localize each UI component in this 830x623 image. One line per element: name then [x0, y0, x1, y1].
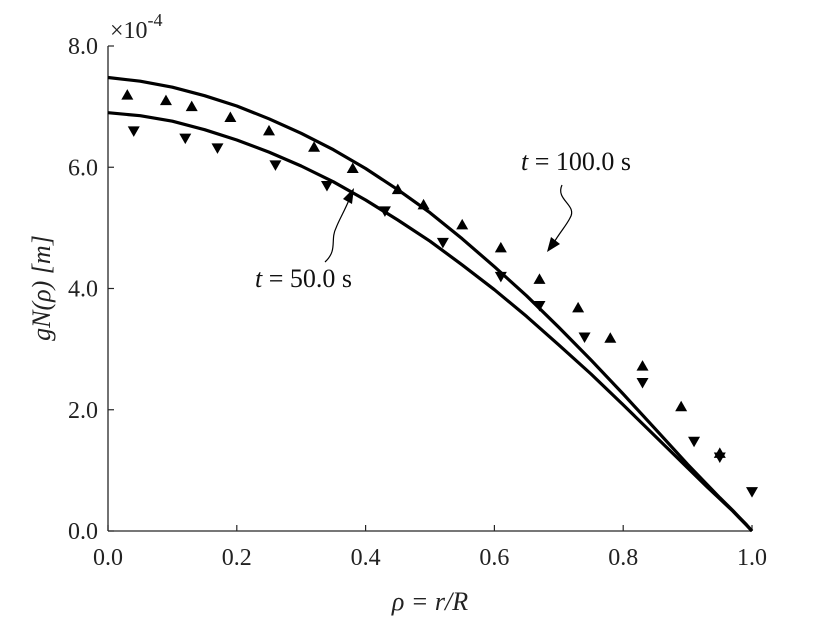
x-tick-label: 0.8 — [608, 545, 638, 571]
data-point-down — [127, 126, 140, 137]
y-tick-label: 0.0 — [68, 519, 98, 545]
y-axis-title: gN(ρ) [m] — [27, 235, 56, 341]
series-line-1 — [107, 111, 754, 533]
annotation-t100-arrow-line — [552, 184, 573, 245]
data-point-up — [675, 400, 688, 412]
y-multiplier-exponent: -4 — [148, 10, 163, 30]
data-point-down — [436, 237, 449, 249]
y-tick-label: 4.0 — [68, 277, 98, 303]
data-point-up — [185, 100, 198, 112]
x-ticks: 0.0 0.2 0.4 0.6 0.8 1.0 — [93, 525, 767, 571]
x-tick-label: 1.0 — [737, 545, 767, 571]
data-point-down — [533, 300, 546, 312]
data-point-down — [636, 377, 649, 389]
data-point-up — [533, 273, 546, 284]
data-point-down — [179, 133, 192, 145]
data-point-up — [346, 162, 359, 173]
data-point-up — [636, 360, 649, 371]
data-point-up — [263, 124, 275, 136]
annotation-t100-rest: = 100.0 s — [528, 147, 631, 176]
data-point-down — [378, 206, 391, 217]
data-point-down — [713, 452, 726, 464]
data-point-down — [746, 487, 758, 498]
y-tick-label: 8.0 — [68, 34, 98, 60]
data-point-down — [578, 332, 591, 343]
data-point-down — [211, 143, 224, 154]
annotation-t50-arrowhead — [343, 188, 354, 204]
annotation-t100-var: t — [521, 147, 529, 176]
annotation-t50-arrow-line — [324, 199, 350, 263]
data-point-up — [308, 141, 321, 152]
x-tick-label: 0.0 — [93, 545, 123, 571]
y-multiplier-base: ×10 — [110, 18, 148, 44]
data-point-up — [456, 218, 469, 230]
data-point-up — [391, 183, 404, 195]
annotation-t50-label: t = 50.0 s — [255, 264, 352, 293]
annotation-t100-label: t = 100.0 s — [521, 147, 631, 176]
data-point-up — [572, 301, 585, 313]
data-point-up — [121, 89, 134, 100]
y-tick-label: 2.0 — [68, 398, 98, 424]
annotation-t50-var: t — [255, 264, 263, 293]
x-tick-label: 0.4 — [351, 545, 381, 571]
plot-area: 0.0 0.2 0.4 0.6 0.8 1.0 0.0 2.0 4.0 6.0 8.0 — [68, 34, 767, 571]
data-point-up — [604, 332, 617, 343]
annotation-t50: t = 50.0 s — [255, 188, 354, 293]
series-layer — [107, 75, 758, 533]
x-axis-title: ρ = r/R — [391, 587, 468, 616]
x-tick-label: 0.2 — [222, 545, 252, 571]
data-point-up — [159, 94, 172, 106]
data-point-up — [494, 241, 507, 253]
series-line-0 — [107, 75, 754, 533]
annotation-t50-rest: = 50.0 s — [262, 264, 352, 293]
data-point-down — [494, 271, 507, 283]
data-point-up — [224, 111, 237, 123]
y-multiplier: ×10-4 — [110, 10, 163, 44]
y-tick-label: 6.0 — [68, 155, 98, 181]
annotation-t100-arrowhead — [547, 237, 560, 252]
x-tick-label: 0.6 — [479, 545, 509, 571]
y-ticks: 0.0 2.0 4.0 6.0 8.0 — [68, 34, 114, 545]
data-point-down — [269, 160, 282, 171]
data-point-down — [688, 436, 701, 448]
data-point-up — [417, 198, 430, 210]
data-point-down — [320, 180, 333, 192]
annotation-t100: t = 100.0 s — [521, 147, 631, 252]
